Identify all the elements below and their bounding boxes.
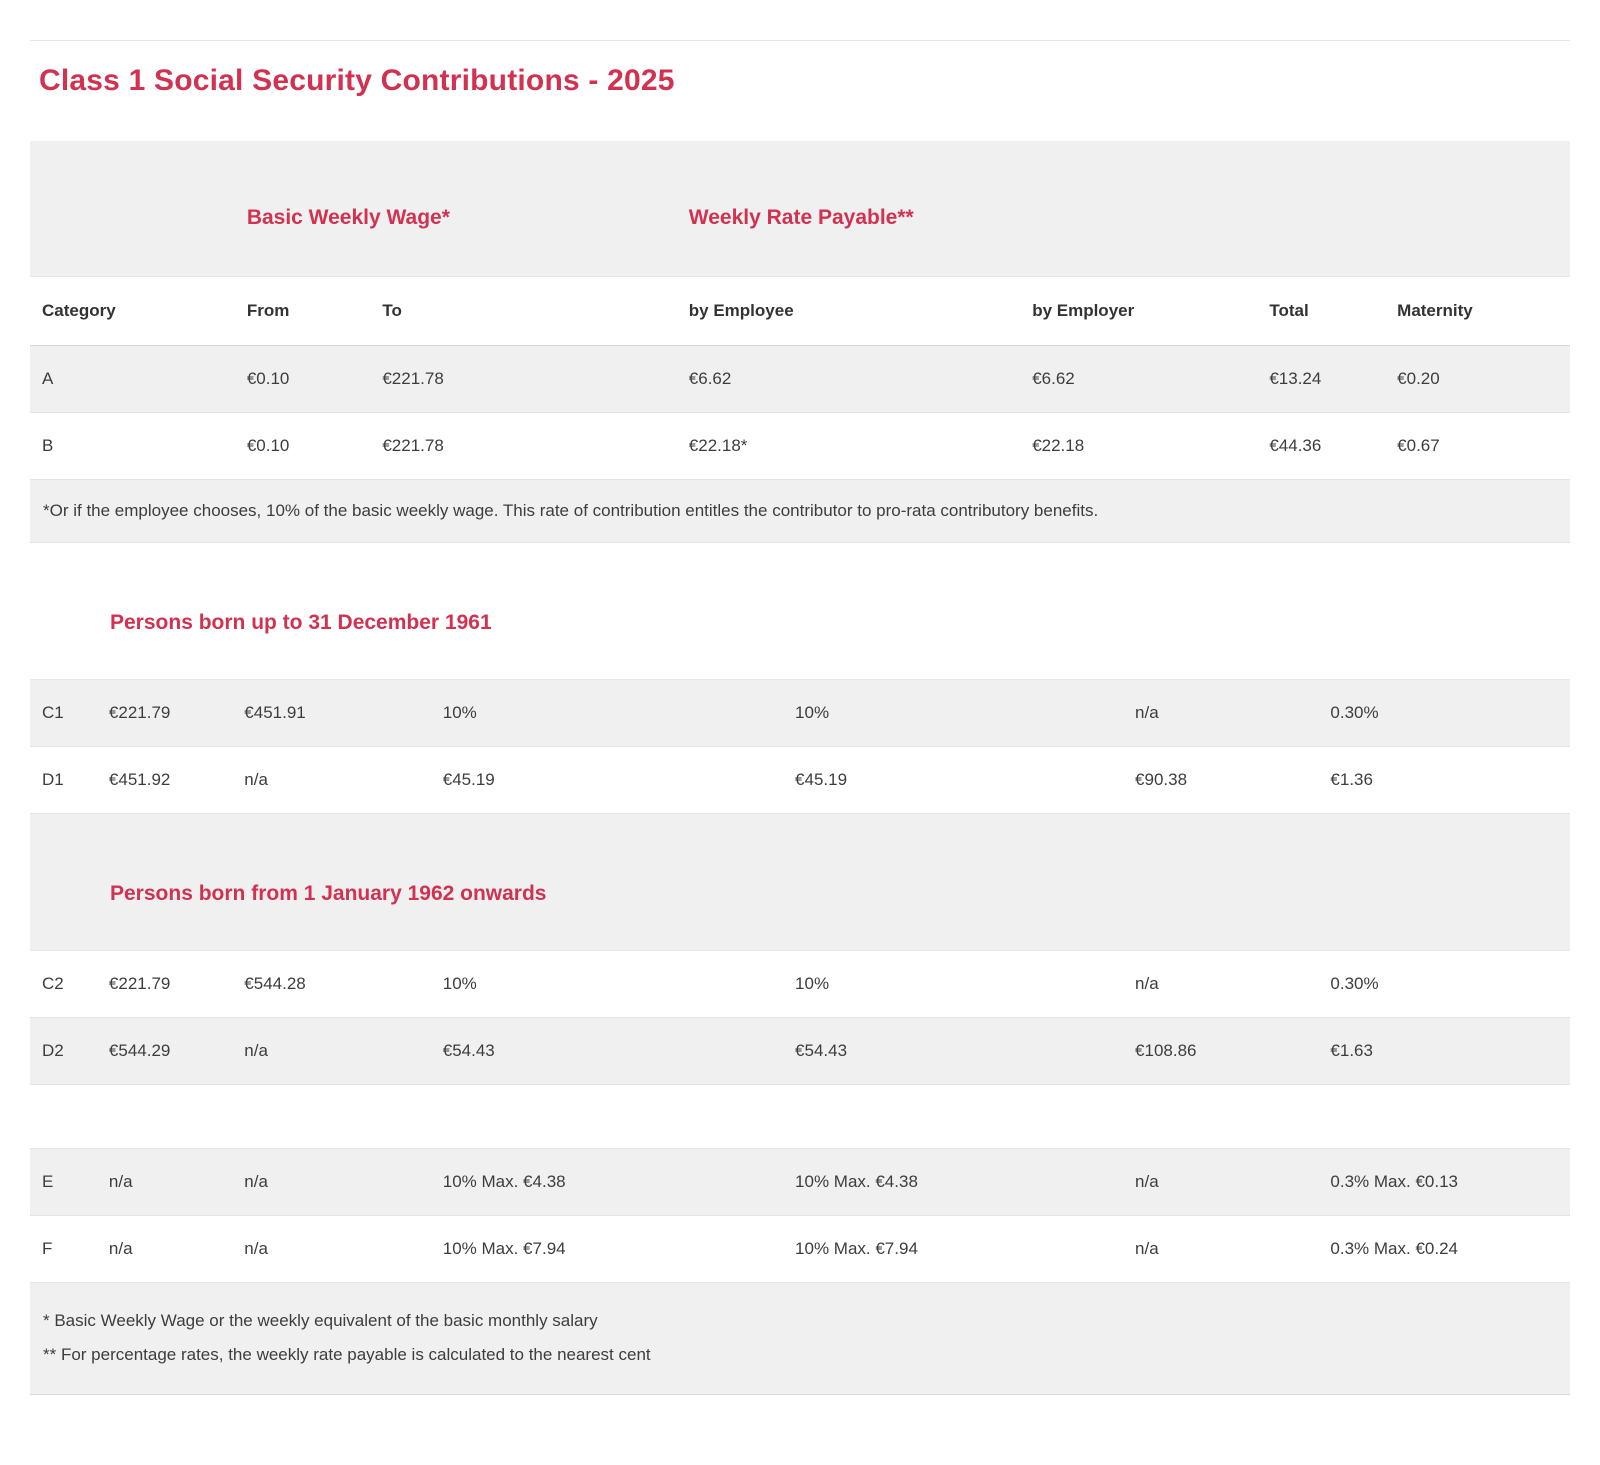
cell-by-employee: 10%: [430, 950, 784, 1018]
column-header-from: From: [234, 276, 371, 346]
column-header-by-employer: by Employer: [1020, 276, 1258, 346]
column-header-by-employee: by Employee: [676, 276, 1021, 346]
footnote-percentage-rates: ** For percentage rates, the weekly rate…: [43, 1344, 651, 1364]
cell-by-employer: 10%: [783, 679, 1124, 747]
cell-by-employee: 10% Max. €7.94: [430, 1215, 784, 1283]
cell-from: €221.79: [96, 679, 233, 747]
table-row-category-e: E n/a n/a 10% Max. €4.38 10% Max. €4.38 …: [30, 1148, 1570, 1216]
contributions-table-age-groups: Persons born up to 31 December 1961 C1 €…: [30, 543, 1570, 1396]
page-title: Class 1 Social Security Contributions - …: [39, 64, 675, 97]
cell-by-employer: €54.43: [783, 1017, 1124, 1085]
cell-category: B: [30, 412, 235, 480]
table-row-category-d1: D1 €451.92 n/a €45.19 €45.19 €90.38 €1.3…: [30, 746, 1570, 814]
cell-by-employee: €22.18*: [676, 412, 1021, 480]
table-row-category-d2: D2 €544.29 n/a €54.43 €54.43 €108.86 €1.…: [30, 1017, 1570, 1085]
cell-category: C1: [30, 679, 97, 747]
cell-by-employer: €45.19: [783, 746, 1124, 814]
cell-to: n/a: [232, 1215, 431, 1283]
column-header-category: Category: [30, 276, 235, 346]
group-header-spacer: [1257, 141, 1386, 277]
cell-maternity: €1.63: [1318, 1017, 1570, 1085]
cell-from: n/a: [96, 1148, 233, 1216]
top-divider: [30, 40, 1570, 41]
cell-from: €0.10: [234, 345, 371, 413]
cell-from: €544.29: [96, 1017, 233, 1085]
cell-from: €451.92: [96, 746, 233, 814]
content-area: Class 1 Social Security Contributions - …: [30, 0, 1570, 1396]
section-heading: Persons born up to 31 December 1961: [30, 543, 1570, 680]
cell-by-employee: 10%: [430, 679, 784, 747]
cell-maternity: 0.30%: [1318, 679, 1570, 747]
cell-maternity: €1.36: [1318, 746, 1570, 814]
cell-maternity: 0.30%: [1318, 950, 1570, 1018]
cell-by-employee: 10% Max. €4.38: [430, 1148, 784, 1216]
cell-by-employer: €6.62: [1020, 345, 1258, 413]
cell-to: €221.78: [370, 412, 677, 480]
cell-category: F: [30, 1215, 97, 1283]
cell-by-employee: €54.43: [430, 1017, 784, 1085]
section-heading: Persons born from 1 January 1962 onwards: [30, 813, 1570, 951]
rate-b-footnote-row: *Or if the employee chooses, 10% of the …: [30, 479, 1570, 543]
cell-total: €108.86: [1123, 1017, 1319, 1085]
cell-by-employer: 10%: [783, 950, 1124, 1018]
contributions-table-main: Basic Weekly Wage* Weekly Rate Payable**…: [30, 141, 1570, 543]
basic-weekly-wage-group-header: Basic Weekly Wage*: [234, 141, 677, 277]
cell-total: n/a: [1123, 1148, 1319, 1216]
cell-from: €221.79: [96, 950, 233, 1018]
table-row-category-c2: C2 €221.79 €544.28 10% 10% n/a 0.30%: [30, 950, 1570, 1018]
footnote-basic-weekly-wage: * Basic Weekly Wage or the weekly equiva…: [43, 1311, 598, 1330]
cell-by-employer: €22.18: [1020, 412, 1258, 480]
cell-to: n/a: [232, 1017, 431, 1085]
cell-total: €44.36: [1257, 412, 1386, 480]
cell-to: n/a: [232, 746, 431, 814]
cell-from: €0.10: [234, 412, 371, 480]
cell-total: n/a: [1123, 1215, 1319, 1283]
cell-maternity: 0.3% Max. €0.24: [1318, 1215, 1570, 1283]
cell-category: D1: [30, 746, 97, 814]
table-row-category-b: B €0.10 €221.78 €22.18* €22.18 €44.36 €0…: [30, 412, 1570, 480]
cell-to: €451.91: [232, 679, 431, 747]
rate-b-footnote: *Or if the employee chooses, 10% of the …: [30, 479, 1570, 543]
group-header-row: Basic Weekly Wage* Weekly Rate Payable**: [30, 141, 1570, 277]
table-row-category-a: A €0.10 €221.78 €6.62 €6.62 €13.24 €0.20: [30, 345, 1570, 413]
column-header-to: To: [370, 276, 677, 346]
cell-maternity: €0.67: [1385, 412, 1570, 480]
spacer-row: [30, 1084, 1570, 1149]
cell-total: n/a: [1123, 950, 1319, 1018]
column-header-total: Total: [1257, 276, 1386, 346]
footnotes-cell: * Basic Weekly Wage or the weekly equiva…: [30, 1282, 1570, 1396]
cell-to: n/a: [232, 1148, 431, 1216]
cell-category: C2: [30, 950, 97, 1018]
weekly-rate-payable-group-header: Weekly Rate Payable**: [676, 141, 1258, 277]
cell-by-employee: €6.62: [676, 345, 1021, 413]
spacer-cell: [30, 1084, 1570, 1149]
column-header-maternity: Maternity: [1385, 276, 1570, 346]
cell-total: €13.24: [1257, 345, 1386, 413]
cell-maternity: 0.3% Max. €0.13: [1318, 1148, 1570, 1216]
cell-from: n/a: [96, 1215, 233, 1283]
section-header-row-born-from-1962: Persons born from 1 January 1962 onwards: [30, 813, 1570, 951]
cell-total: €90.38: [1123, 746, 1319, 814]
table-row-category-f: F n/a n/a 10% Max. €7.94 10% Max. €7.94 …: [30, 1215, 1570, 1283]
footnotes-row: * Basic Weekly Wage or the weekly equiva…: [30, 1282, 1570, 1396]
cell-maternity: €0.20: [1385, 345, 1570, 413]
cell-total: n/a: [1123, 679, 1319, 747]
cell-by-employer: 10% Max. €7.94: [783, 1215, 1124, 1283]
group-header-spacer: [30, 141, 235, 277]
column-header-row: Category From To by Employee by Employer…: [30, 276, 1570, 346]
cell-to: €221.78: [370, 345, 677, 413]
cell-by-employer: 10% Max. €4.38: [783, 1148, 1124, 1216]
table-row-category-c1: C1 €221.79 €451.91 10% 10% n/a 0.30%: [30, 679, 1570, 747]
cell-category: D2: [30, 1017, 97, 1085]
cell-to: €544.28: [232, 950, 431, 1018]
cell-category: A: [30, 345, 235, 413]
group-header-spacer: [1385, 141, 1570, 277]
cell-by-employee: €45.19: [430, 746, 784, 814]
section-header-row-born-to-1961: Persons born up to 31 December 1961: [30, 543, 1570, 680]
cell-category: E: [30, 1148, 97, 1216]
